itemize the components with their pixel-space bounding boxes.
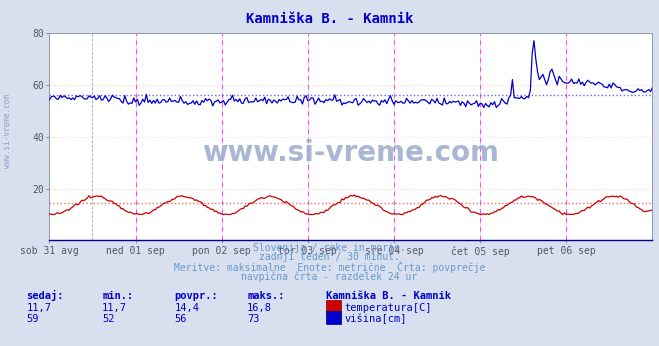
Text: 52: 52: [102, 315, 115, 325]
Text: Slovenija / reke in morje.: Slovenija / reke in morje.: [253, 243, 406, 253]
Text: 59: 59: [26, 315, 39, 325]
Text: navpična črta - razdelek 24 ur: navpična črta - razdelek 24 ur: [241, 272, 418, 282]
Text: temperatura[C]: temperatura[C]: [345, 303, 432, 313]
Text: Kamniška B. - Kamnik: Kamniška B. - Kamnik: [246, 12, 413, 26]
Text: 56: 56: [175, 315, 187, 325]
Text: 16,8: 16,8: [247, 303, 272, 313]
Text: 11,7: 11,7: [26, 303, 51, 313]
Text: 73: 73: [247, 315, 260, 325]
Text: maks.:: maks.:: [247, 291, 285, 301]
Text: Kamniška B. - Kamnik: Kamniška B. - Kamnik: [326, 291, 451, 301]
Text: povpr.:: povpr.:: [175, 291, 218, 301]
Text: www.si-vreme.com: www.si-vreme.com: [3, 94, 13, 169]
Text: višina[cm]: višina[cm]: [345, 314, 407, 325]
Text: sedaj:: sedaj:: [26, 290, 64, 301]
Text: www.si-vreme.com: www.si-vreme.com: [202, 139, 500, 167]
Text: 11,7: 11,7: [102, 303, 127, 313]
Text: min.:: min.:: [102, 291, 133, 301]
Text: zadnji teden / 30 minut.: zadnji teden / 30 minut.: [259, 252, 400, 262]
Text: Meritve: maksimalne  Enote: metrične  Črta: povprečje: Meritve: maksimalne Enote: metrične Črta…: [174, 261, 485, 273]
Text: 14,4: 14,4: [175, 303, 200, 313]
